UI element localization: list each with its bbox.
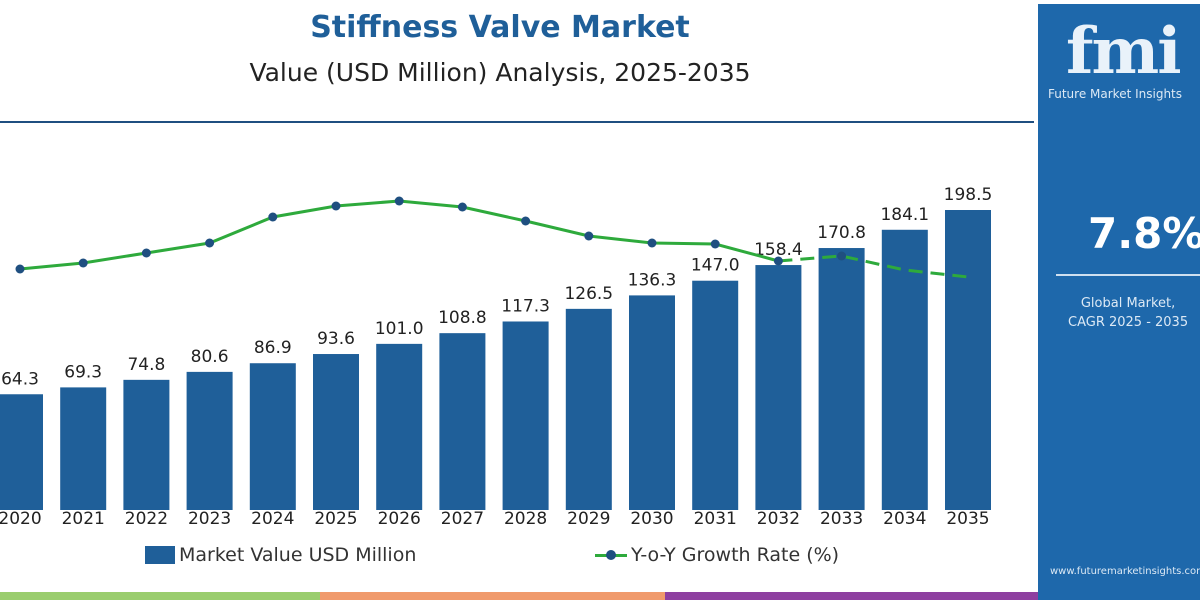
data-label-2024: 86.9 <box>254 338 292 358</box>
data-label-2032: 158.4 <box>754 240 803 260</box>
legend-bar-swatch <box>145 546 175 564</box>
bar-2027 <box>439 333 486 510</box>
data-label-2027: 108.8 <box>438 308 487 328</box>
growth-point-2023 <box>205 238 215 248</box>
growth-point-2022 <box>141 248 151 258</box>
data-label-2035: 198.5 <box>944 185 993 205</box>
data-label-2023: 80.6 <box>191 347 229 367</box>
bar-2026 <box>376 343 423 510</box>
bar-2031 <box>692 280 739 510</box>
title-divider <box>0 121 1034 123</box>
summary-panel: fmi Future Market Insights 7.8% Global M… <box>1038 4 1200 600</box>
stripe-green <box>0 592 320 600</box>
data-label-2029: 126.5 <box>564 284 613 304</box>
bar-2024 <box>249 363 296 510</box>
fmi-logo: fmi <box>1066 14 1182 89</box>
chart-title: Stiffness Valve Market <box>310 10 690 45</box>
growth-point-2027 <box>457 202 467 212</box>
caption-line-2: CAGR 2025 - 2035 <box>1068 315 1189 330</box>
x-tick-2025: 2025 <box>314 509 357 529</box>
data-label-2034: 184.1 <box>880 205 929 225</box>
bar-2020 <box>0 394 43 510</box>
x-tick-2021: 2021 <box>62 509 105 529</box>
x-tick-2026: 2026 <box>378 509 421 529</box>
bar-2028 <box>502 321 549 510</box>
x-tick-2033: 2033 <box>820 509 863 529</box>
x-tick-2028: 2028 <box>504 509 547 529</box>
data-label-2021: 69.3 <box>64 362 102 382</box>
growth-point-2032 <box>773 256 783 266</box>
legend-line-label: Y-o-Y Growth Rate (%) <box>631 544 840 566</box>
caption-line-1: Global Market, <box>1080 296 1176 311</box>
growth-line-forecast <box>778 254 969 279</box>
legend-bar-label: Market Value USD Million <box>179 544 417 566</box>
data-label-2026: 101.0 <box>375 319 424 339</box>
x-tick-2031: 2031 <box>694 509 737 529</box>
growth-point-2020 <box>15 264 25 274</box>
growth-point-2025 <box>331 201 341 211</box>
legend-line: Y-o-Y Growth Rate (%) <box>595 544 839 566</box>
growth-point-2021 <box>78 258 88 268</box>
chart-subtitle: Value (USD Million) Analysis, 2025-2035 <box>249 58 751 87</box>
x-tick-2022: 2022 <box>125 509 168 529</box>
x-tick-2020: 2020 <box>0 509 42 529</box>
cagr-value: 7.8% <box>1088 209 1200 258</box>
x-tick-2032: 2032 <box>757 509 800 529</box>
legend-bar: Market Value USD Million <box>145 544 416 566</box>
cagr-caption: Global Market, CAGR 2025 - 2035 <box>1068 294 1188 332</box>
stripe-purple <box>665 592 1038 600</box>
bar-2023 <box>186 371 233 510</box>
bar-2032 <box>755 265 802 510</box>
bar-2035 <box>945 210 991 510</box>
data-label-2033: 170.8 <box>817 223 866 243</box>
x-tick-2029: 2029 <box>567 509 610 529</box>
bar-2030 <box>629 295 675 510</box>
website-url: www.futuremarketinsights.com <box>1050 566 1200 577</box>
x-tick-2030: 2030 <box>630 509 673 529</box>
data-label-2025: 93.6 <box>317 329 355 349</box>
x-tick-2034: 2034 <box>883 509 926 529</box>
data-label-2022: 74.8 <box>127 355 165 375</box>
chart-area: 64.3 2020 69.3 2021 74.8 2022 80.6 2023 86.9 2024… <box>0 185 993 529</box>
growth-point-2029 <box>584 231 594 241</box>
growth-line <box>19 199 779 271</box>
growth-point-2028 <box>521 216 531 226</box>
bar-2034 <box>881 229 928 510</box>
x-tick-2024: 2024 <box>251 509 294 529</box>
panel-divider <box>1056 274 1200 276</box>
growth-point-2026 <box>394 196 404 206</box>
data-label-2031: 147.0 <box>691 256 740 276</box>
bar-2029 <box>565 308 612 510</box>
x-tick-2035: 2035 <box>946 509 989 529</box>
bar-2021 <box>60 387 107 510</box>
logo-text: Future Market Insights <box>1048 87 1183 101</box>
data-label-2030: 136.3 <box>628 270 677 290</box>
growth-point-2024 <box>268 212 278 222</box>
bar-2022 <box>123 379 170 510</box>
x-tick-2027: 2027 <box>441 509 484 529</box>
bar-2033 <box>818 248 865 510</box>
growth-point-2031 <box>710 239 720 249</box>
stripe-orange <box>320 592 665 600</box>
data-label-2028: 117.3 <box>501 296 550 316</box>
legend-line-swatch <box>595 549 627 560</box>
growth-point-2030 <box>647 238 657 248</box>
bar-2025 <box>313 354 359 510</box>
growth-point-2033 <box>837 251 847 261</box>
data-label-2020: 64.3 <box>1 369 39 389</box>
x-tick-2023: 2023 <box>188 509 231 529</box>
